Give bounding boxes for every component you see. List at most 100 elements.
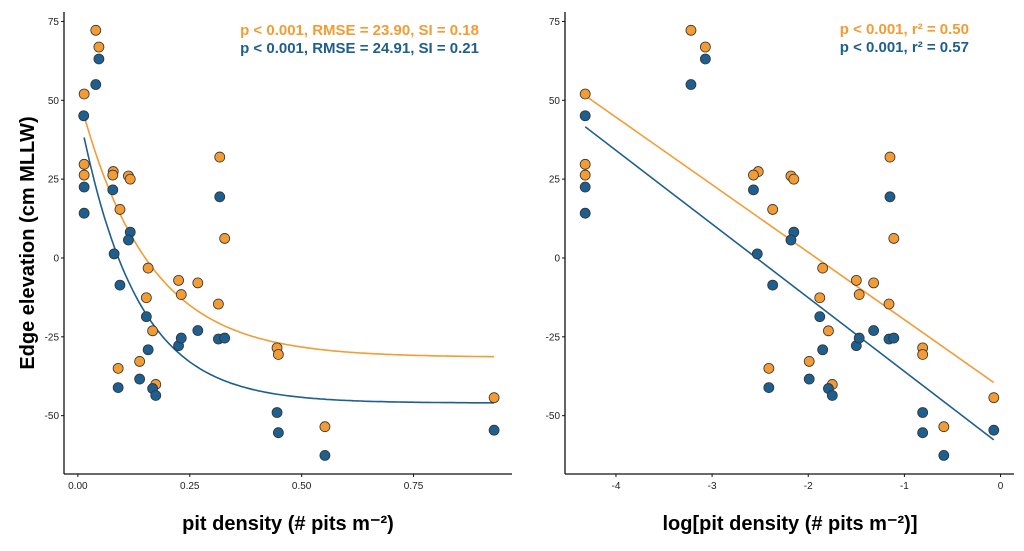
right-x-tick-label: 0 [998,481,1004,492]
left-blue-point [78,207,90,219]
left-blue-point [108,248,120,260]
left-orange-point [488,392,500,404]
right-blue-point [767,279,779,291]
right-orange-point [817,262,829,274]
right-blue-point [868,325,880,336]
left-blue-point [90,79,102,90]
right-orange-point [853,289,865,300]
right-blue-point [785,234,797,246]
left-blue-point [78,110,90,122]
right-y-tick-label: -50 [546,411,561,422]
right-orange-point [883,298,895,310]
left-y-tick-label: 25 [48,175,60,186]
left-blue-point [112,382,124,393]
left-orange-point [272,349,284,360]
right-orange-point [850,274,862,286]
right-y-tick-label: 75 [549,17,561,28]
left-y-tick-label: 50 [48,96,60,107]
left-orange-point [213,298,224,310]
right-orange-point [888,233,900,244]
right-orange-point [938,421,950,433]
right-blue-point [579,207,591,219]
left-blue-point [214,191,226,203]
right-blue-point [917,407,929,418]
y-axis-title: Edge elevation (cm MLLW) [17,116,39,369]
left-orange-point [173,274,184,286]
left-y-tick-label: -25 [45,332,60,343]
left-orange-point [142,262,154,274]
right-y-tick-label: 50 [549,96,561,107]
right-annotation-orange: p < 0.001, r² = 0.50 [840,21,969,38]
right-blue-point [988,424,1000,436]
left-blue-point [272,427,284,439]
right-orange-point [748,169,759,181]
right-orange-point [788,173,800,185]
left-blue-point [150,390,162,401]
left-x-tick-label: 0.25 [180,481,200,492]
left-orange-point [78,158,90,170]
left-orange-point [78,169,90,181]
right-blue-fit-line [584,126,995,441]
right-orange-point [868,277,880,289]
right-x-tick-label: -3 [708,481,717,492]
right-orange-point [823,325,834,337]
left-orange-point [93,41,105,53]
left-orange-point [319,421,331,433]
right-orange-point [988,392,1000,404]
left-y-tick-label: -50 [45,411,60,422]
right-blue-point [938,449,950,461]
left-blue-point [319,449,331,461]
right-annotation-blue: p < 0.001, r² = 0.57 [840,39,969,56]
right-x-axis-title: log[pit density (# pits m⁻²)] [663,513,918,535]
left-blue-point [219,332,231,344]
right-blue-point [888,332,900,344]
left-blue-fit-line [83,137,495,404]
left-blue-point [142,344,154,356]
right-blue-point [579,110,591,122]
right-panel: -50 -25 0 25 50 75 -4 -3 -2 -1 0 [546,12,1014,492]
left-orange-point [124,173,136,185]
right-x-tick-label: -4 [612,481,621,492]
right-blue-point [763,382,775,393]
left-orange-point [192,277,204,289]
left-orange-point [147,325,159,337]
left-blue-point [107,184,119,196]
left-blue-point [271,407,283,418]
left-blue-point [78,181,90,193]
right-orange-point [814,292,826,304]
left-orange-point [140,292,152,304]
right-blue-point [579,181,591,193]
left-orange-point [107,169,119,181]
left-blue-point [488,424,500,436]
left-orange-point [90,24,102,36]
right-blue-point [826,390,838,401]
left-orange-point [219,233,231,244]
right-blue-point [803,373,815,385]
right-orange-point [917,349,929,360]
left-orange-point [112,362,124,374]
right-orange-point [699,41,711,53]
right-blue-point [817,344,829,356]
right-y-tick-label: 0 [554,253,560,264]
right-blue-point [853,332,865,344]
right-orange-point [579,158,591,170]
left-blue-point [123,234,134,246]
right-blue-point [699,53,711,65]
right-orange-point [579,169,591,181]
right-y-tick-label: 25 [549,175,561,186]
left-annotation-orange: p < 0.001, RMSE = 23.90, SI = 0.18 [240,22,479,39]
right-blue-point [917,427,929,439]
right-blue-point [884,191,896,203]
right-orange-point [685,24,697,36]
left-blue-point [134,373,146,385]
right-orange-point [763,362,775,374]
right-blue-point [751,248,763,260]
right-blue-point [748,184,759,196]
left-orange-point [78,88,90,100]
left-blue-point [192,325,204,336]
right-x-tick-label: -2 [804,481,813,492]
right-orange-point [884,151,896,163]
left-orange-point [214,151,226,163]
right-orange-point [803,356,815,367]
